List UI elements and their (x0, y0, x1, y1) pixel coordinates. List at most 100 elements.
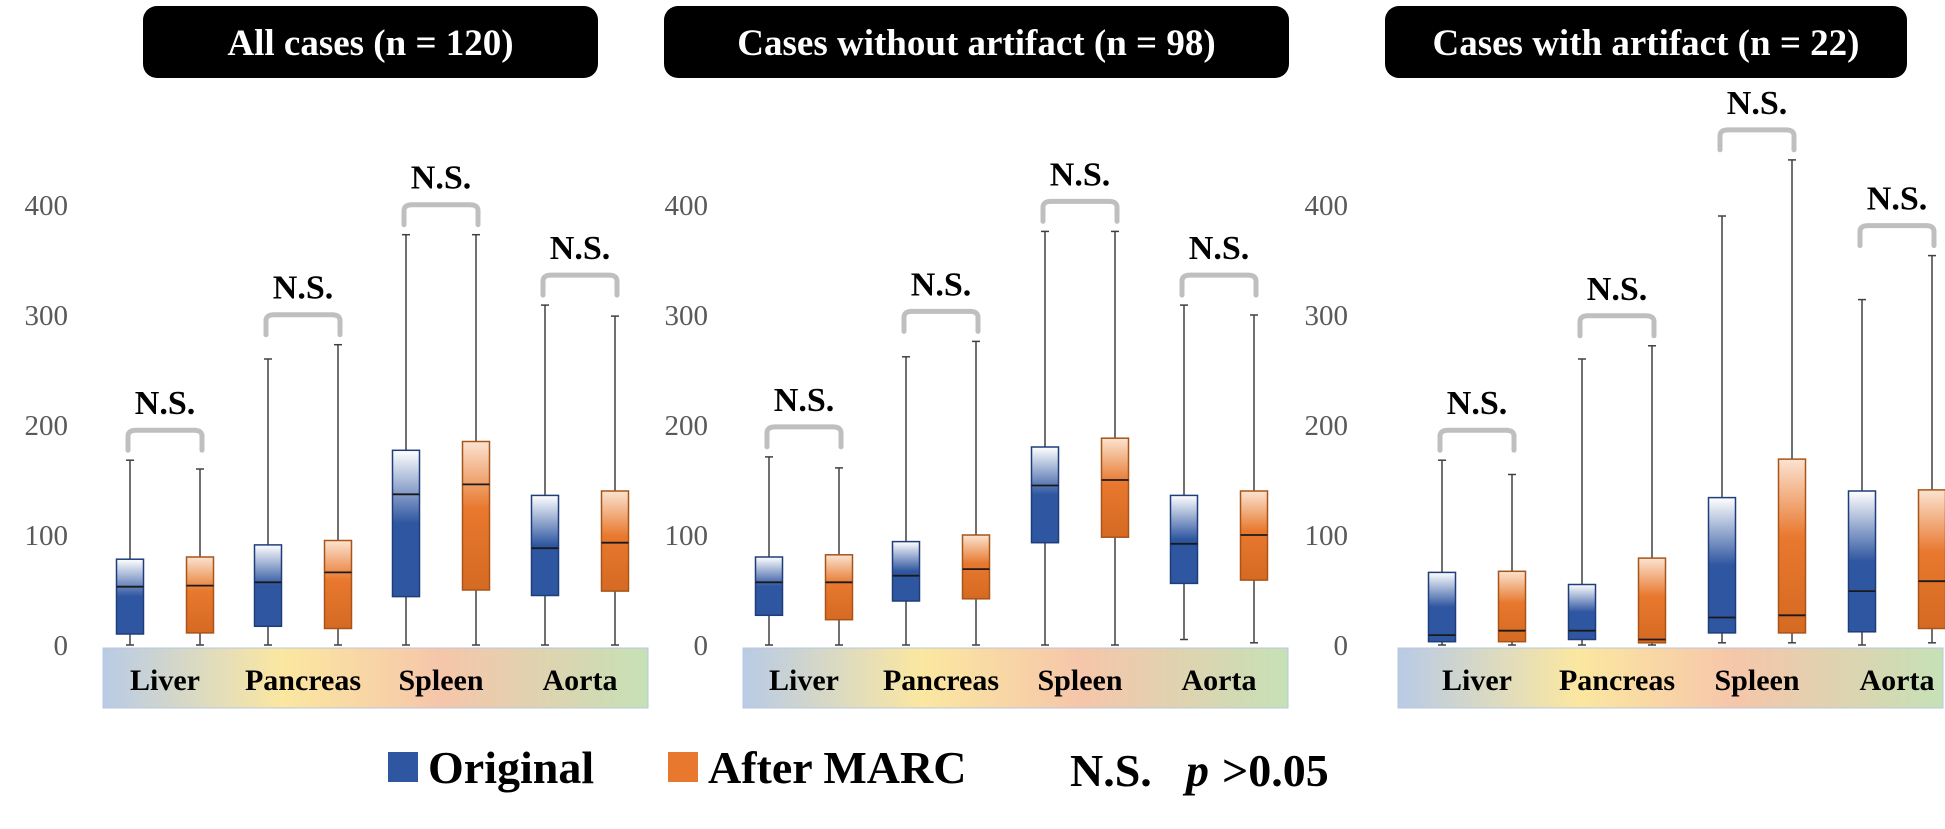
panel-title-background (664, 6, 1289, 78)
panel-title: Cases without artifact (n = 98) (737, 23, 1215, 64)
legend-after-label: After MARC (708, 742, 966, 793)
significance-label: N.S. (1867, 181, 1927, 218)
significance-label: N.S. (1050, 156, 1110, 193)
panel-title-background (1385, 6, 1907, 78)
box-original (253, 544, 283, 628)
y-tick-label: 300 (665, 300, 709, 332)
y-tick-label: 0 (1334, 630, 1349, 662)
panel-title: All cases (n = 120) (227, 23, 513, 64)
box-group-spleen: Spleen N.S. (1030, 156, 1130, 697)
significance-label: N.S. (1727, 85, 1787, 122)
box-after (1637, 557, 1667, 644)
significance-bracket (1179, 272, 1259, 298)
significance-bracket (764, 424, 844, 450)
box-after (824, 554, 854, 621)
y-tick-label: 200 (1305, 410, 1349, 442)
significance-label: N.S. (774, 382, 834, 419)
category-label: Liver (130, 664, 200, 697)
legend-p-threshold: >0.05 (1222, 745, 1329, 796)
panel-title: Cases with artifact (n = 22) (1433, 23, 1860, 64)
category-band (742, 647, 1289, 709)
significance-bracket (1857, 223, 1937, 249)
y-tick-label: 100 (665, 520, 709, 552)
panel-1: All cases (n = 120) 0 100 200 300 400 Liver N.S… (25, 6, 649, 709)
category-label: Liver (1442, 664, 1512, 697)
box-original (891, 540, 921, 602)
box-original (1169, 494, 1199, 585)
significance-label: N.S. (273, 270, 333, 307)
box-group-aorta: Aorta N.S. (1847, 181, 1945, 697)
box-group-spleen: Spleen N.S. (1707, 85, 1807, 697)
legend-p-symbol: p (1182, 745, 1209, 796)
box-group-liver: Liver N.S. (1427, 385, 1527, 697)
category-label: Aorta (1182, 664, 1257, 697)
box-after (1917, 489, 1945, 630)
box-group-pancreas: Pancreas N.S. (883, 266, 999, 697)
category-label: Pancreas (1559, 664, 1675, 697)
y-tick-label: 400 (665, 190, 709, 222)
y-tick-label: 300 (25, 300, 69, 332)
box-after (600, 490, 630, 592)
y-tick-label: 300 (1305, 300, 1349, 332)
panel-title-background (143, 6, 598, 78)
category-label: Aorta (1860, 664, 1935, 697)
box-group-liver: Liver N.S. (754, 382, 854, 697)
category-label: Aorta (543, 664, 618, 697)
box-group-aorta: Aorta N.S. (1169, 230, 1269, 697)
box-group-aorta: Aorta N.S. (530, 230, 630, 697)
y-tick-label: 200 (25, 410, 69, 442)
category-label: Spleen (1037, 664, 1122, 697)
legend-after-swatch (668, 752, 698, 782)
legend-original-swatch (388, 752, 418, 782)
significance-label: N.S. (411, 160, 471, 197)
significance-bracket (263, 312, 343, 338)
significance-label: N.S. (1189, 230, 1249, 267)
box-original (1427, 571, 1457, 643)
box-group-pancreas: Pancreas N.S. (245, 270, 361, 697)
box-original (115, 558, 145, 635)
box-original (530, 494, 560, 597)
box-original (391, 449, 421, 598)
significance-bracket (540, 272, 620, 298)
y-tick-label: 0 (54, 630, 69, 662)
significance-bracket (125, 427, 205, 453)
box-after (461, 440, 491, 591)
legend-ns-abbrev: N.S. (1070, 745, 1152, 796)
significance-label: N.S. (1587, 271, 1647, 308)
panel-3: Cases with artifact (n = 22) 0 100 200 300 40… (1305, 6, 1945, 709)
box-group-spleen: Spleen N.S. (391, 160, 491, 697)
box-after (323, 539, 353, 630)
significance-bracket (1437, 427, 1517, 453)
significance-bracket (901, 308, 981, 334)
category-label: Spleen (398, 664, 483, 697)
significance-bracket (1717, 127, 1797, 153)
box-after (1100, 437, 1130, 538)
box-group-liver: Liver N.S. (115, 385, 215, 697)
box-original (754, 556, 784, 617)
category-band (102, 647, 649, 709)
category-band (1397, 647, 1944, 709)
significance-label: N.S. (1447, 385, 1507, 422)
significance-label: N.S. (911, 266, 971, 303)
category-label: Spleen (1714, 664, 1799, 697)
significance-bracket (401, 202, 481, 228)
legend-original-label: Original (428, 742, 594, 793)
box-after (961, 534, 991, 600)
box-after (185, 556, 215, 634)
category-label: Pancreas (245, 664, 361, 697)
y-tick-label: 200 (665, 410, 709, 442)
y-tick-label: 400 (1305, 190, 1349, 222)
y-tick-label: 100 (25, 520, 69, 552)
y-tick-label: 400 (25, 190, 69, 222)
y-tick-label: 0 (694, 630, 709, 662)
significance-bracket (1040, 198, 1120, 224)
panel-2: Cases without artifact (n = 98) 0 100 200 30… (664, 6, 1289, 709)
box-after (1777, 458, 1807, 634)
significance-label: N.S. (550, 230, 610, 267)
box-group-pancreas: Pancreas N.S. (1559, 271, 1675, 697)
box-original (1030, 446, 1060, 544)
significance-label: N.S. (135, 385, 195, 422)
y-tick-label: 100 (1305, 520, 1349, 552)
category-label: Liver (769, 664, 839, 697)
